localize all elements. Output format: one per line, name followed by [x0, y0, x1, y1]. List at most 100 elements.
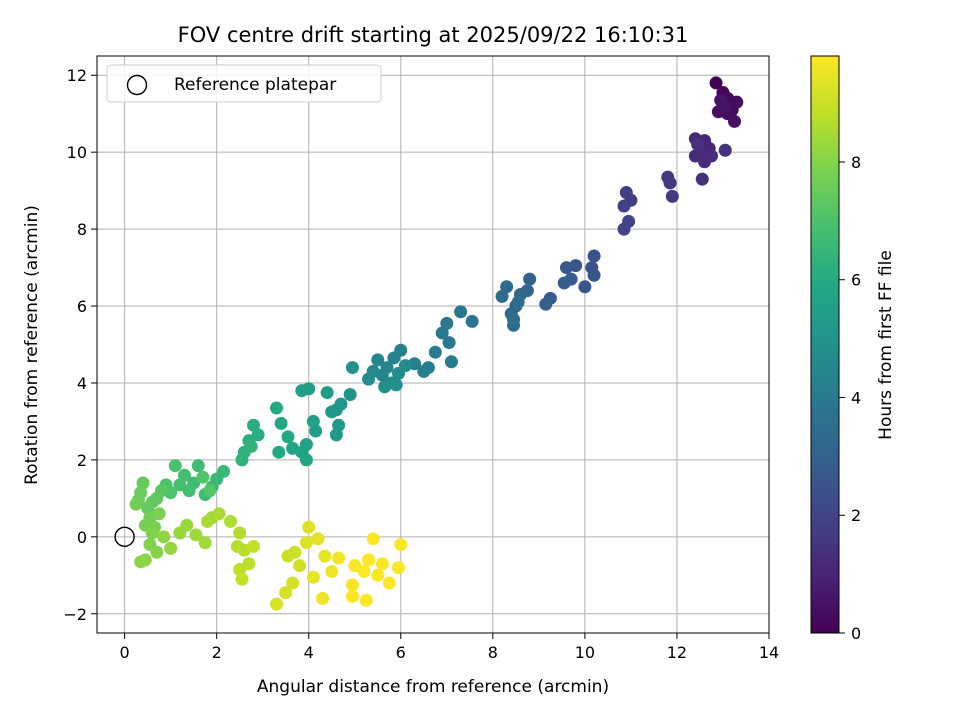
scatter-point: [444, 355, 458, 369]
scatter-point: [332, 551, 346, 565]
scatter-point: [387, 351, 401, 365]
scatter-point: [375, 557, 389, 571]
scatter-point: [316, 591, 330, 605]
scatter-point: [318, 549, 332, 563]
scatter-point: [345, 578, 359, 592]
scatter-point: [495, 289, 509, 303]
scatter-point: [270, 401, 284, 415]
scatter-point: [306, 570, 320, 584]
scatter-point: [309, 424, 323, 438]
scatter-point: [511, 295, 525, 309]
scatter-point: [302, 520, 316, 534]
plot-frame: [96, 55, 770, 634]
scatter-point: [617, 199, 631, 213]
scatter-point: [435, 326, 449, 340]
colorbar-ticks: 0 2 4 6 8: [839, 153, 861, 643]
x-tick-label: 0: [120, 643, 130, 662]
scatter-point: [357, 564, 371, 578]
scatter-point: [293, 559, 307, 573]
scatter-point: [329, 428, 343, 442]
scatter-point: [325, 564, 339, 578]
x-tick-label: 8: [488, 643, 498, 662]
scatter-point: [246, 539, 260, 553]
scatter-point: [203, 484, 217, 498]
scatter-point: [196, 470, 210, 484]
scatter-point: [718, 143, 732, 157]
colorbar-tick-label: 6: [851, 271, 861, 290]
scatter-point: [235, 572, 249, 586]
scatter-point: [233, 526, 247, 540]
scatter-point: [212, 507, 226, 521]
scatter-point: [378, 380, 392, 394]
scatter-point: [129, 497, 143, 511]
scatter-point: [223, 514, 237, 528]
scatter-point: [235, 453, 249, 467]
scatter-point: [454, 305, 468, 319]
scatter-point: [270, 597, 284, 611]
scatter-point: [279, 586, 293, 600]
legend-box: [106, 64, 382, 103]
scatter-point: [173, 478, 187, 492]
scatter-point: [244, 439, 258, 453]
scatter-point: [440, 316, 454, 330]
scatter-point: [288, 545, 302, 559]
scatter-point: [362, 553, 376, 567]
scatter-point: [320, 386, 334, 400]
grid-lines: [97, 56, 770, 633]
y-tick-label: 4: [77, 374, 87, 393]
scatter-point: [398, 359, 412, 373]
x-tick-label: 4: [304, 643, 314, 662]
scatter-point: [507, 312, 521, 326]
scatter-point: [281, 430, 295, 444]
x-tick-label: 12: [667, 643, 687, 662]
colorbar-gradient: [810, 55, 840, 634]
scatter-point: [557, 276, 571, 290]
scatter-point: [391, 561, 405, 575]
scatter-point: [617, 222, 631, 236]
x-axis-ticks: 0 2 4 6 8 10 12 14: [120, 633, 779, 662]
scatter-point: [730, 95, 744, 109]
scatter-point: [691, 137, 705, 151]
scatter-point: [366, 532, 380, 546]
scatter-point: [394, 538, 408, 552]
scatter-point: [539, 297, 553, 311]
scatter-point: [286, 576, 300, 590]
scatter-point: [371, 568, 385, 582]
scatter-point: [704, 149, 718, 163]
y-tick-label: 0: [77, 528, 87, 547]
scatter-point: [345, 589, 359, 603]
colorbar-tick-label: 0: [851, 624, 861, 643]
y-axis-ticks: −2 0 2 4 6 8 10 12: [63, 66, 97, 624]
scatter-point: [587, 249, 601, 263]
scatter-point: [382, 576, 396, 590]
colorbar-tick-label: 2: [851, 506, 861, 525]
scatter-point: [371, 353, 385, 367]
colorbar: 0 2 4 6 8 Hours from first FF file: [810, 55, 896, 643]
y-tick-label: −2: [63, 605, 87, 624]
scatter-point: [727, 114, 741, 128]
legend: Reference platepar: [106, 64, 382, 103]
scatter-point: [177, 468, 191, 482]
scatter-point: [299, 536, 313, 550]
y-tick-label: 10: [67, 143, 87, 162]
scatter-point: [189, 528, 203, 542]
scatter-point: [157, 530, 171, 544]
scatter-point: [500, 280, 514, 294]
scatter-point: [168, 459, 182, 473]
chart-title: FOV centre drift starting at 2025/09/22 …: [178, 23, 689, 47]
legend-marker-icon: [126, 74, 148, 96]
scatter-point: [286, 441, 300, 455]
scatter-point: [442, 336, 456, 350]
x-tick-label: 6: [396, 643, 406, 662]
scatter-point: [695, 172, 709, 186]
scatter-point: [559, 261, 573, 275]
scatter-point: [465, 314, 479, 328]
reference-point: [114, 526, 135, 548]
scatter-point: [246, 418, 260, 432]
scatter-point: [714, 93, 728, 107]
scatter-point: [362, 372, 376, 386]
scatter-point: [343, 388, 357, 402]
scatter-point: [198, 536, 212, 550]
legend-entry-reference: Reference platepar: [174, 75, 336, 95]
scatter-point: [345, 361, 359, 375]
